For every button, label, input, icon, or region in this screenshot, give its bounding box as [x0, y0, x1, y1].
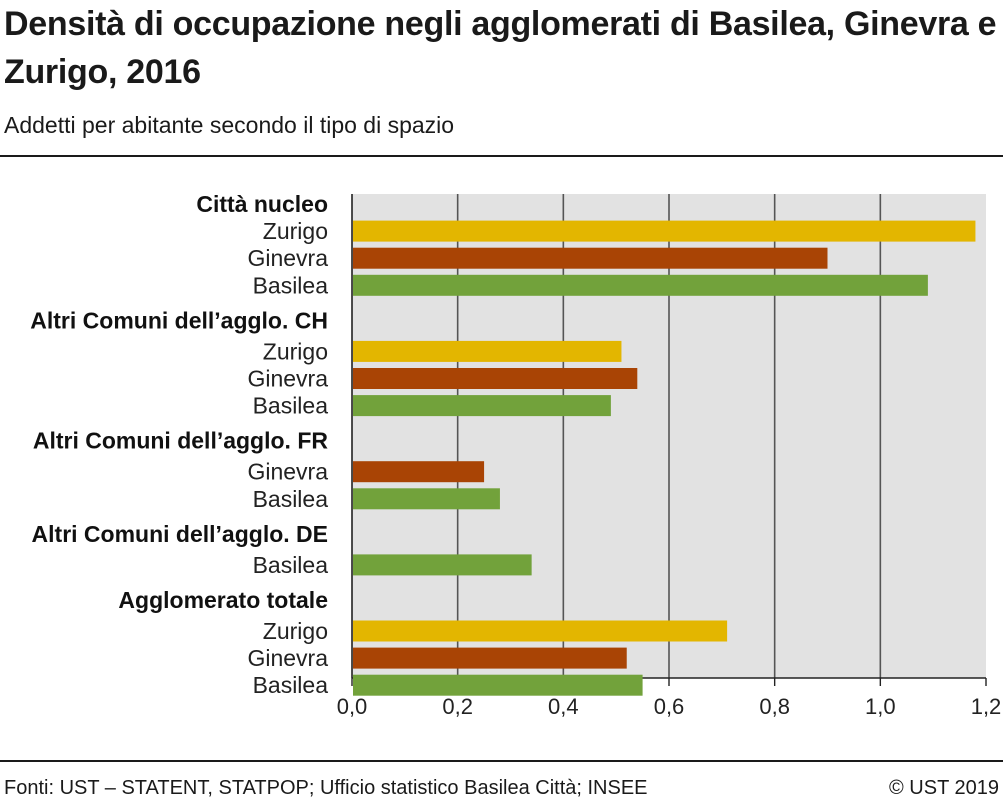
bar-label: Basilea — [253, 672, 329, 698]
bar-label: Zurigo — [263, 618, 328, 644]
bar-ginevra — [353, 647, 627, 669]
bar-basilea — [353, 674, 643, 696]
x-tick-label: 1,0 — [865, 694, 896, 719]
bar-basilea — [353, 488, 500, 510]
source-note: Fonti: UST – STATENT, STATPOP; Ufficio s… — [4, 777, 648, 799]
bar-zurigo — [353, 220, 976, 242]
bar-label: Basilea — [253, 486, 329, 512]
bar-basilea — [353, 274, 928, 296]
x-tick-label: 0,2 — [442, 694, 473, 719]
x-tick-label: 0,4 — [548, 694, 579, 719]
bar-label: Ginevra — [247, 366, 328, 392]
category-label: Altri Comuni dell’agglo. FR — [33, 428, 329, 454]
chart-title: Densità di occupazione negli agglomerati… — [4, 5, 997, 91]
bar-label: Zurigo — [263, 218, 328, 244]
bar-label: Basilea — [253, 552, 329, 578]
x-tick-label: 0,0 — [337, 694, 368, 719]
category-label: Altri Comuni dell’agglo. DE — [32, 521, 328, 547]
bar-zurigo — [353, 620, 728, 642]
bar-zurigo — [353, 340, 622, 362]
category-label: Città nucleo — [196, 191, 328, 217]
bar-basilea — [353, 395, 611, 417]
bar-basilea — [353, 554, 532, 576]
category-label: Agglomerato totale — [118, 587, 328, 613]
bar-label: Ginevra — [247, 245, 328, 271]
x-tick-label: 1,2 — [971, 694, 1002, 719]
x-tick-label: 0,8 — [759, 694, 790, 719]
copyright-note: © UST 2019 — [889, 777, 999, 799]
bar-label: Zurigo — [263, 338, 328, 364]
bar-label: Basilea — [253, 393, 329, 419]
chart-subtitle: Addetti per abitante secondo il tipo di … — [4, 112, 455, 138]
bar-ginevra — [353, 368, 638, 389]
top-divider — [0, 155, 1003, 157]
category-label: Altri Comuni dell’agglo. CH — [30, 307, 328, 333]
bar-label: Ginevra — [247, 645, 328, 671]
bottom-divider — [0, 760, 1003, 762]
bar-label: Ginevra — [247, 459, 328, 485]
bar-ginevra — [353, 461, 485, 483]
x-tick-label: 0,6 — [654, 694, 685, 719]
bar-ginevra — [353, 247, 828, 269]
bar-label: Basilea — [253, 272, 329, 298]
